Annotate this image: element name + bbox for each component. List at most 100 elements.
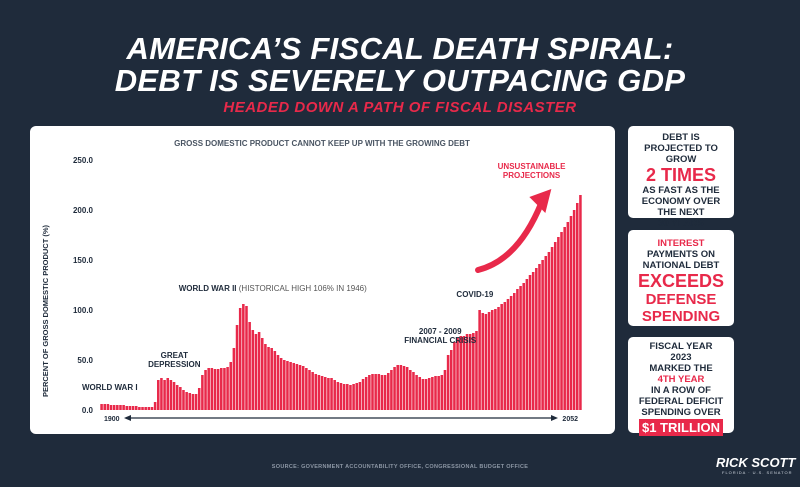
bar-1926 (182, 390, 185, 410)
y-axis-label: PERCENT OF GROSS DOMESTIC PRODUCT (%) (41, 224, 50, 397)
bar-1908 (125, 406, 129, 410)
bar-1962 (295, 364, 299, 410)
bar-1977 (342, 384, 346, 410)
page-title-line1: AMERICA’S FISCAL DEATH SPIRAL: (126, 31, 674, 66)
bar-1954 (270, 348, 273, 410)
y-tick-label: 150.0 (73, 256, 94, 265)
bar-1959 (286, 361, 289, 410)
bar-1923 (172, 382, 176, 410)
bar-1992 (390, 370, 393, 410)
annotation-projections-line2: PROJECTIONS (503, 171, 561, 180)
bar-1960 (289, 362, 292, 410)
bar-1958 (283, 360, 286, 410)
bar-1996 (402, 366, 406, 410)
bar-2051 (575, 203, 579, 410)
debt-to-gdp-chart: GROSS DOMESTIC PRODUCT CANNOT KEEP UP WI… (41, 139, 582, 423)
bar-1914 (144, 407, 147, 410)
bar-2019 (475, 331, 478, 410)
bar-2045 (557, 237, 560, 410)
annotation-financial-crisis-line2: FINANCIAL CRISIS (404, 336, 477, 345)
card1-line6: THE NEXT (657, 207, 705, 218)
bar-1924 (175, 385, 179, 410)
bar-1949 (254, 334, 258, 410)
bar-1919 (160, 378, 163, 410)
bar-1961 (292, 363, 296, 410)
y-tick-label: 50.0 (77, 356, 93, 365)
rick-scott-logo: RICK SCOTT (716, 455, 796, 470)
bar-2014 (459, 336, 462, 410)
bar-1938 (220, 368, 223, 410)
bar-1906 (119, 405, 122, 410)
bar-1950 (257, 332, 261, 410)
bar-1995 (399, 365, 403, 410)
x-tick-label-end: 2052 (562, 416, 578, 423)
bar-1905 (116, 405, 119, 410)
card3-line1: FISCAL YEAR (649, 341, 713, 352)
bar-1901 (103, 404, 107, 410)
bar-1947 (248, 322, 251, 410)
card1-line5: ECONOMY OVER (641, 196, 721, 207)
bar-2002 (421, 379, 425, 410)
annotation-projections-line1: UNSUSTAINABLE (498, 162, 567, 171)
bar-2017 (468, 334, 472, 410)
bar-1930 (194, 394, 198, 410)
annotation-world-war-2-note: (HISTORICAL HIGH 106% IN 1946) (239, 284, 367, 293)
bar-1925 (179, 387, 182, 410)
bar-1913 (141, 407, 144, 410)
bar-1940 (226, 367, 229, 410)
bar-1969 (317, 375, 321, 410)
chart-card: GROSS DOMESTIC PRODUCT CANNOT KEEP UP WI… (30, 126, 615, 434)
card2-highlight: EXCEEDS (637, 271, 725, 291)
bar-1979 (349, 385, 352, 410)
bar-1946 (245, 306, 248, 410)
annotation-world-war-2: WORLD WAR II (HISTORICAL HIGH 106% IN 19… (179, 284, 367, 293)
bar-1907 (122, 405, 125, 410)
page-title-line2: DEBT IS SEVERELY OUTPACING GDP (114, 63, 686, 98)
bar-2052 (579, 195, 582, 410)
bar-1920 (163, 380, 166, 410)
card3-line6: FEDERAL DEFICIT (638, 396, 724, 407)
bar-1915 (147, 407, 151, 410)
bar-2006 (434, 376, 437, 410)
card1-line2: PROJECTED TO (644, 143, 718, 154)
bar-1911 (134, 406, 138, 410)
card1-line3: GROW (665, 154, 697, 165)
bar-1989 (380, 375, 384, 410)
bar-2011 (449, 350, 453, 410)
bar-1937 (216, 369, 220, 410)
bar-2003 (424, 379, 428, 410)
bar-1948 (251, 330, 255, 410)
bar-2022 (484, 314, 488, 410)
y-tick-label: 200.0 (73, 206, 94, 215)
bar-1982 (358, 382, 362, 410)
bar-2044 (553, 242, 557, 410)
bar-1985 (368, 375, 371, 410)
chart-title: GROSS DOMESTIC PRODUCT CANNOT KEEP UP WI… (174, 139, 470, 148)
bar-1981 (355, 383, 359, 410)
bar-2004 (427, 378, 431, 410)
bar-1973 (330, 378, 333, 410)
bar-1998 (409, 370, 412, 410)
card2-line4: DEFENSE (645, 291, 717, 308)
bar-2046 (560, 232, 563, 410)
card3-line4: 4TH YEAR (657, 374, 705, 385)
card2-line2: PAYMENTS ON (646, 249, 716, 260)
logo-subtitle: FLORIDA · U.S. SENATOR (722, 470, 793, 475)
source-note: SOURCE: GOVERNMENT ACCOUNTABILITY OFFICE… (271, 464, 529, 470)
bar-2025 (494, 309, 497, 410)
bar-1929 (191, 394, 195, 410)
bar-1988 (377, 374, 381, 410)
bar-2000 (415, 375, 418, 410)
annotation-world-war-1: WORLD WAR I (82, 383, 138, 392)
bar-2035 (525, 279, 529, 410)
bar-2007 (437, 376, 440, 410)
bar-1983 (361, 379, 365, 410)
bar-1909 (128, 406, 132, 410)
bar-1928 (188, 393, 192, 410)
annotation-covid-19: COVID-19 (456, 290, 493, 299)
bar-2023 (487, 312, 491, 410)
bar-2020 (478, 310, 481, 410)
bar-1945 (242, 304, 245, 410)
bar-1941 (229, 362, 233, 410)
bar-1966 (308, 370, 311, 410)
